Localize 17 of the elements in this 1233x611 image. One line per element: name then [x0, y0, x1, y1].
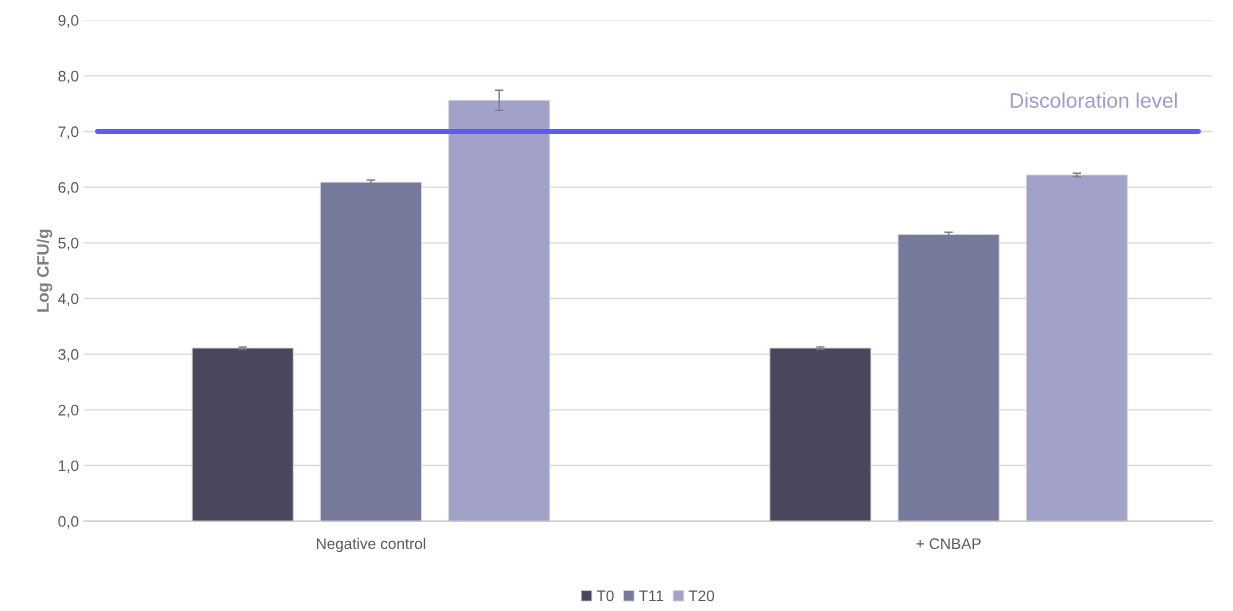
- y-tick-label: 1,0: [58, 460, 79, 473]
- y-tick-label: 5,0: [58, 237, 79, 251]
- y-tick-label: 8,0: [58, 70, 79, 84]
- y-tick-label: 9,0: [58, 15, 79, 28]
- legend-label: T11: [639, 590, 664, 602]
- y-tick-label: 0,0: [58, 516, 79, 529]
- x-tick-label: + CNBAP: [916, 538, 981, 550]
- legend-label: T0: [596, 590, 614, 602]
- legend-label: T20: [688, 590, 715, 602]
- y-tick-label: 6,0: [58, 182, 79, 195]
- y-tick-label: 4,0: [58, 293, 79, 306]
- y-tick-label: 7,0: [58, 126, 79, 139]
- y-axis-title: Log CFU/g: [36, 229, 53, 312]
- x-tick-label: Negative control: [317, 537, 426, 553]
- y-tick-label: 2,0: [58, 404, 79, 418]
- ref-line-label: Discoloration level: [1010, 92, 1177, 108]
- y-tick-label: 3,0: [58, 349, 79, 362]
